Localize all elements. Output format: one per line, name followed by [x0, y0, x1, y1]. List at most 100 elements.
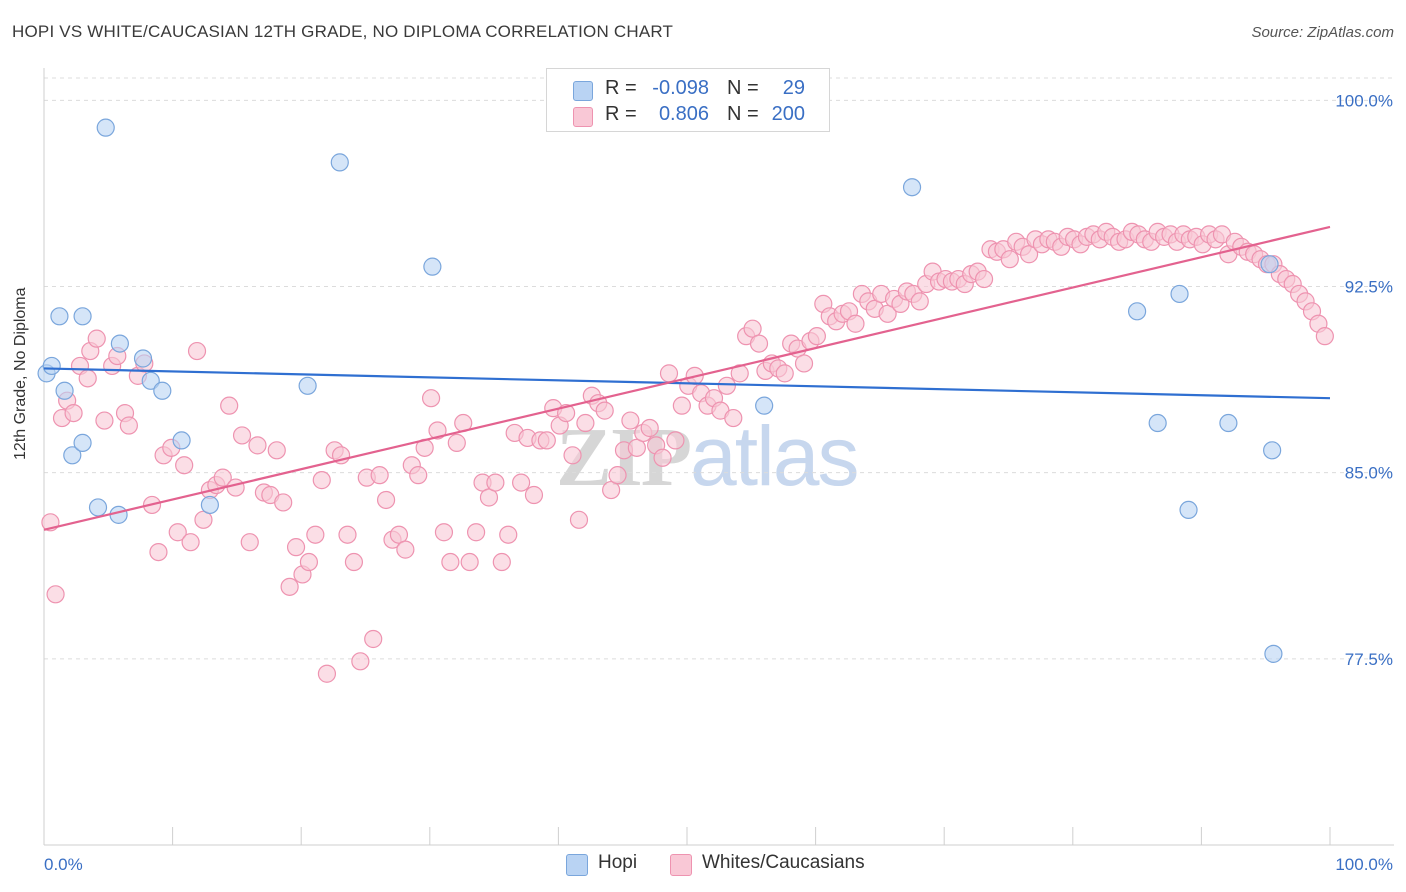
hopi-trend-line [43, 367, 1331, 400]
white-point [434, 523, 454, 542]
white-point [274, 493, 293, 512]
white-point [370, 466, 389, 485]
white-n-label: N = [727, 103, 759, 125]
hopi-point [1219, 413, 1238, 433]
white-point [659, 364, 679, 383]
white-n-value: 200 [771, 103, 805, 125]
white-point [338, 525, 357, 544]
white-legend-swatch [670, 854, 692, 876]
white-point [576, 413, 595, 433]
white-point [364, 629, 383, 649]
white-point [351, 652, 370, 671]
white-trend-line [43, 225, 1331, 531]
hopi-point [1148, 413, 1167, 433]
white-point [595, 401, 614, 420]
hopi-point [1260, 255, 1279, 274]
white-point [486, 473, 505, 492]
hopi-point [755, 396, 774, 415]
hopi-point [902, 178, 922, 197]
white-point [78, 369, 97, 388]
white-point [317, 664, 337, 683]
white-point [299, 552, 319, 572]
hopi-point [330, 153, 349, 172]
white-point [807, 327, 826, 346]
hopi-point [141, 371, 160, 390]
white-point [376, 490, 396, 510]
white-point [267, 441, 286, 460]
hopi-legend-label: Hopi [598, 852, 638, 873]
white-point [537, 431, 556, 450]
white-point [232, 426, 252, 445]
white-point [428, 421, 447, 440]
hopi-n-label: N = [727, 77, 759, 99]
hopi-point [153, 381, 172, 400]
white-point [724, 408, 743, 428]
hopi-point [50, 307, 69, 326]
hopi-swatch [573, 81, 593, 101]
white-point [512, 473, 531, 492]
white-point [749, 334, 769, 353]
white-point [447, 433, 466, 452]
hopi-point [110, 334, 129, 353]
hopi-point [109, 505, 128, 524]
white-point [312, 471, 331, 490]
white-point [213, 468, 232, 487]
series-legend: Hopi Whites/Caucasians [0, 852, 1406, 878]
hopi-point [73, 433, 92, 452]
hopi-legend-swatch [566, 854, 588, 876]
white-point [846, 314, 865, 333]
x-tick-label: 100.0% [1335, 855, 1393, 874]
white-point [220, 396, 239, 415]
white-point [653, 448, 672, 467]
white-point [608, 466, 627, 485]
hopi-point [96, 118, 115, 137]
white-point [524, 485, 544, 505]
source-label: Source: ZipAtlas.com [1251, 24, 1394, 41]
white-r-label: R = [605, 103, 637, 125]
white-swatch [573, 107, 593, 127]
hopi-point [1263, 441, 1282, 460]
hopi-r-label: R = [605, 77, 637, 99]
white-point [717, 376, 736, 395]
x-tick-label: 0.0% [44, 855, 83, 874]
white-point [499, 525, 518, 544]
hopi-point [298, 376, 317, 395]
white-point [1000, 250, 1019, 269]
white-point [181, 533, 200, 552]
hopi-point [423, 257, 442, 276]
hopi-point [1264, 644, 1283, 663]
white-point [95, 411, 114, 430]
white-point [563, 446, 582, 465]
white-point [421, 389, 441, 408]
white-r-value: 0.806 [658, 103, 709, 125]
y-axis-label: 12th Grade, No Diploma [12, 287, 29, 460]
white-point [149, 543, 168, 562]
white-point [175, 456, 194, 475]
white-point [794, 354, 814, 373]
white-point [666, 431, 685, 450]
chart-title: HOPI VS WHITE/CAUCASIAN 12TH GRADE, NO D… [12, 22, 674, 41]
white-point [1315, 327, 1334, 346]
hopi-point [1179, 500, 1198, 520]
hopi-point [200, 495, 219, 515]
white-point [672, 396, 691, 415]
white-point [87, 329, 106, 348]
hopi-point [73, 307, 92, 326]
white-point [46, 585, 65, 604]
hopi-point [133, 349, 153, 368]
hopi-point [63, 446, 82, 465]
y-tick-label: 85.0% [1345, 464, 1393, 483]
y-tick-label: 100.0% [1335, 91, 1393, 110]
white-point [306, 525, 325, 544]
hopi-point [42, 356, 61, 376]
white-point [775, 364, 794, 383]
white-point [344, 552, 364, 572]
white-point [409, 466, 428, 485]
hopi-r-value: -0.098 [652, 77, 709, 99]
white-point [492, 552, 511, 572]
y-tick-label: 77.5% [1345, 650, 1393, 669]
white-point [226, 478, 245, 497]
white-point [640, 418, 659, 438]
legend-row-hopi: R = -0.098 N = 29 [547, 77, 829, 101]
white-point [280, 577, 299, 596]
